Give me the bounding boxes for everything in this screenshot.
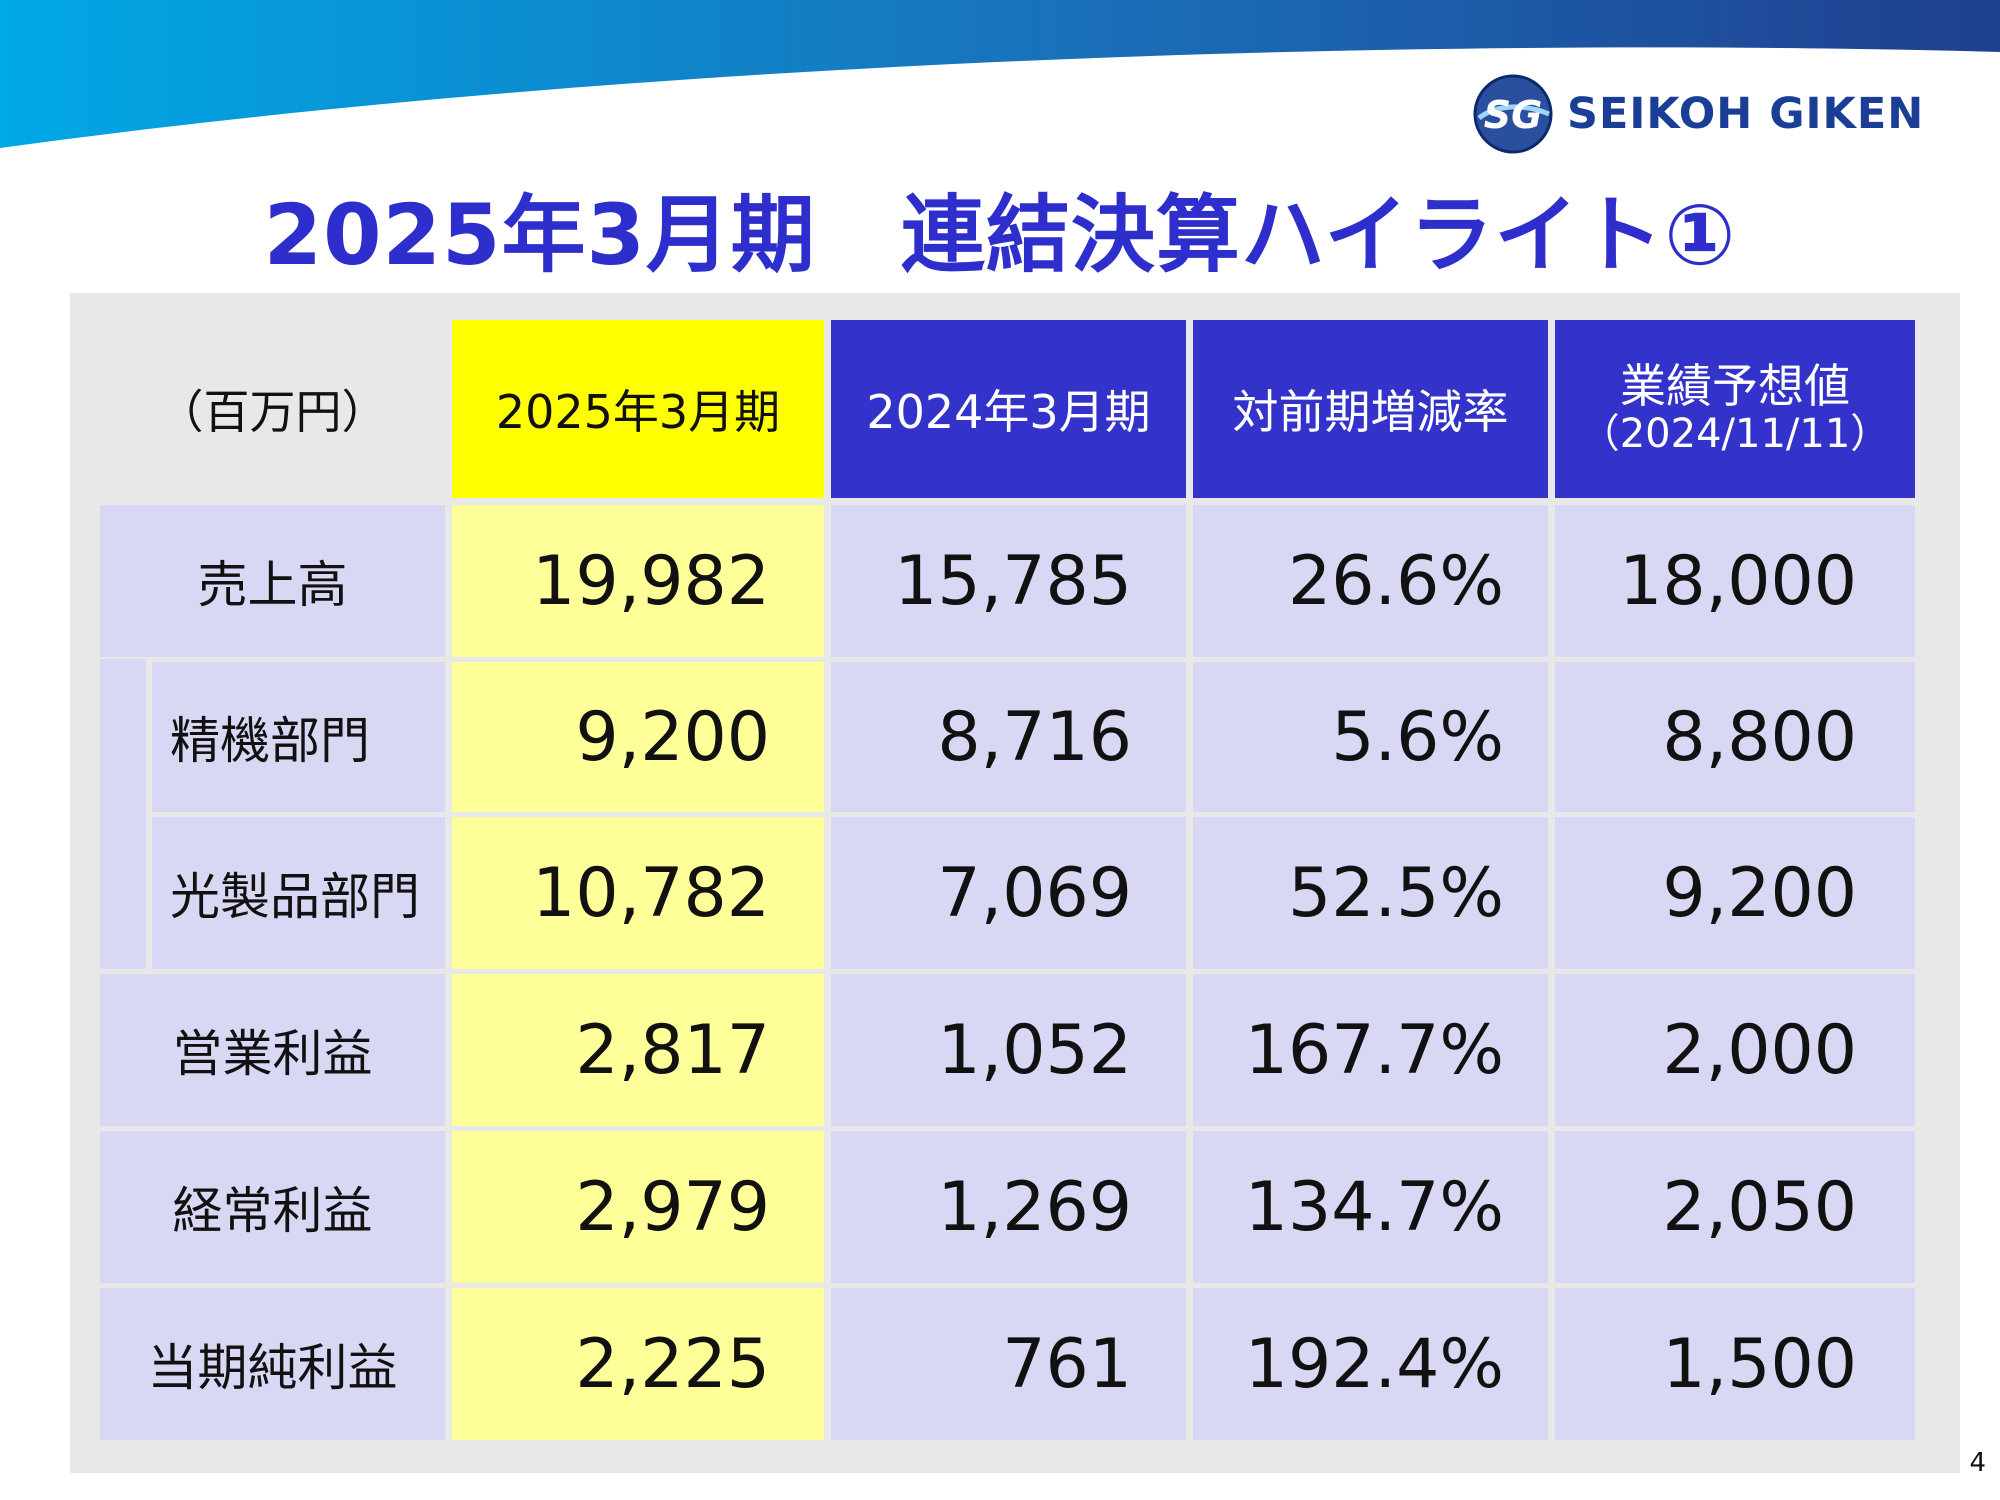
cell-forecast: 1,500 <box>1555 1288 1915 1440</box>
cell-change: 52.5% <box>1193 817 1548 969</box>
header-banner <box>0 0 2000 148</box>
cell-current: 2,817 <box>452 974 824 1126</box>
cell-forecast: 8,800 <box>1555 662 1915 812</box>
company-logo: SG SEIKOH GIKEN <box>1473 74 1924 154</box>
company-name: SEIKOH GIKEN <box>1567 89 1925 139</box>
segment-group-bar <box>100 659 146 969</box>
cell-current: 2,225 <box>452 1288 824 1440</box>
cell-current: 19,982 <box>452 505 824 657</box>
row-label-net-income: 当期純利益 <box>100 1288 445 1440</box>
cell-previous: 1,052 <box>831 974 1186 1126</box>
cell-previous: 761 <box>831 1288 1186 1440</box>
cell-forecast: 2,050 <box>1555 1131 1915 1283</box>
cell-change: 5.6% <box>1193 662 1548 812</box>
cell-current: 9,200 <box>452 662 824 812</box>
header-current-period: 2025年3月期 <box>452 320 824 498</box>
cell-previous: 1,269 <box>831 1131 1186 1283</box>
row-label-ordinary-income: 経常利益 <box>100 1131 445 1283</box>
row-label-sales: 売上高 <box>100 505 445 657</box>
cell-previous: 15,785 <box>831 505 1186 657</box>
page-number: 4 <box>1969 1448 1986 1478</box>
sg-logo-icon: SG <box>1473 74 1553 154</box>
page-title: 2025年3月期 連結決算ハイライト① <box>263 186 1737 284</box>
header-forecast-date: （2024/11/11） <box>1579 411 1891 458</box>
header-previous-period: 2024年3月期 <box>831 320 1186 498</box>
cell-change: 134.7% <box>1193 1131 1548 1283</box>
cell-forecast: 2,000 <box>1555 974 1915 1126</box>
header-change-rate: 対前期増減率 <box>1193 320 1548 498</box>
unit-label: （百万円） <box>100 320 445 498</box>
cell-forecast: 18,000 <box>1555 505 1915 657</box>
cell-change: 167.7% <box>1193 974 1548 1126</box>
cell-forecast: 9,200 <box>1555 817 1915 969</box>
cell-previous: 8,716 <box>831 662 1186 812</box>
cell-current: 10,782 <box>452 817 824 969</box>
header-forecast-title: 業績予想値 <box>1620 358 1850 413</box>
row-label-optical-division: 光製品部門 <box>152 817 445 969</box>
cell-current: 2,979 <box>452 1131 824 1283</box>
cell-change: 26.6% <box>1193 505 1548 657</box>
row-label-precision-division: 精機部門 <box>152 662 445 812</box>
row-label-operating-income: 営業利益 <box>100 974 445 1126</box>
logo-letters: SG <box>1484 93 1543 137</box>
header-forecast: 業績予想値 （2024/11/11） <box>1555 320 1915 498</box>
cell-previous: 7,069 <box>831 817 1186 969</box>
cell-change: 192.4% <box>1193 1288 1548 1440</box>
